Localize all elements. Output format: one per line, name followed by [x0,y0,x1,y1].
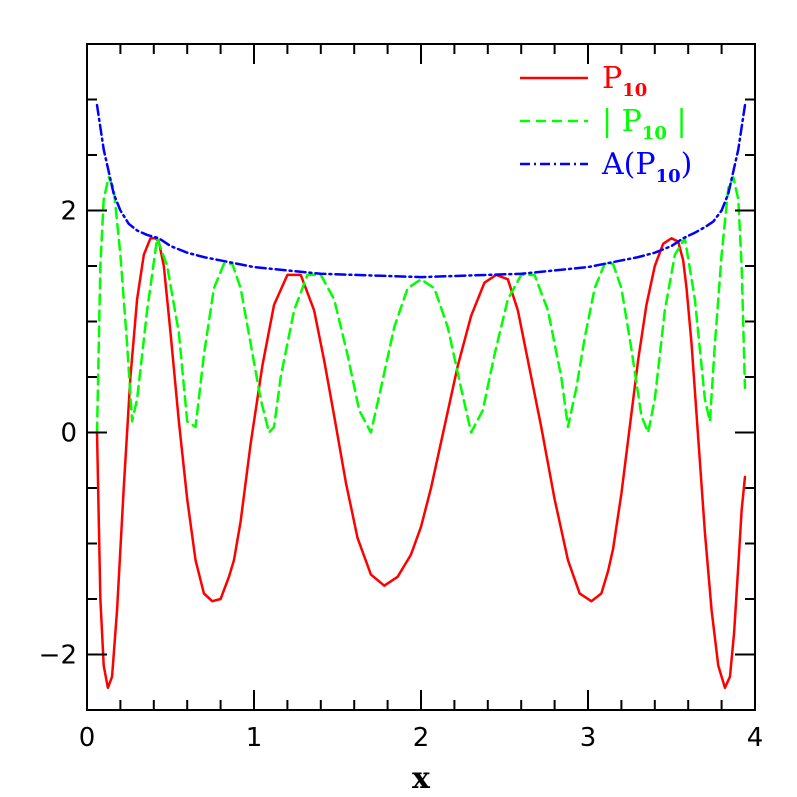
legend-label-1: | P10 | [602,104,687,144]
series-line-0 [95,237,747,690]
y-tick-label: 2 [60,197,77,227]
y-tick-label: −2 [39,641,77,671]
x-tick-label: 2 [413,723,430,753]
y-tick-label: 0 [60,419,77,449]
x-tick-label: 1 [246,723,263,753]
tick-labels: 0 1 2 3 4 −2 0 2 [39,197,764,754]
x-tick-label: 3 [580,723,597,753]
legend: P10| P10 |A(P10) [520,61,692,187]
legend-label-0: P10 [602,61,647,101]
series-layer [95,103,747,690]
ticks-layer [86,43,756,711]
series-line-1 [95,175,747,434]
x-axis-title: x [412,761,431,796]
x-tick-label: 0 [79,723,96,753]
x-tick-label: 4 [747,723,764,753]
legend-label-2: A(P10) [601,147,692,187]
series-line-2 [95,103,747,279]
